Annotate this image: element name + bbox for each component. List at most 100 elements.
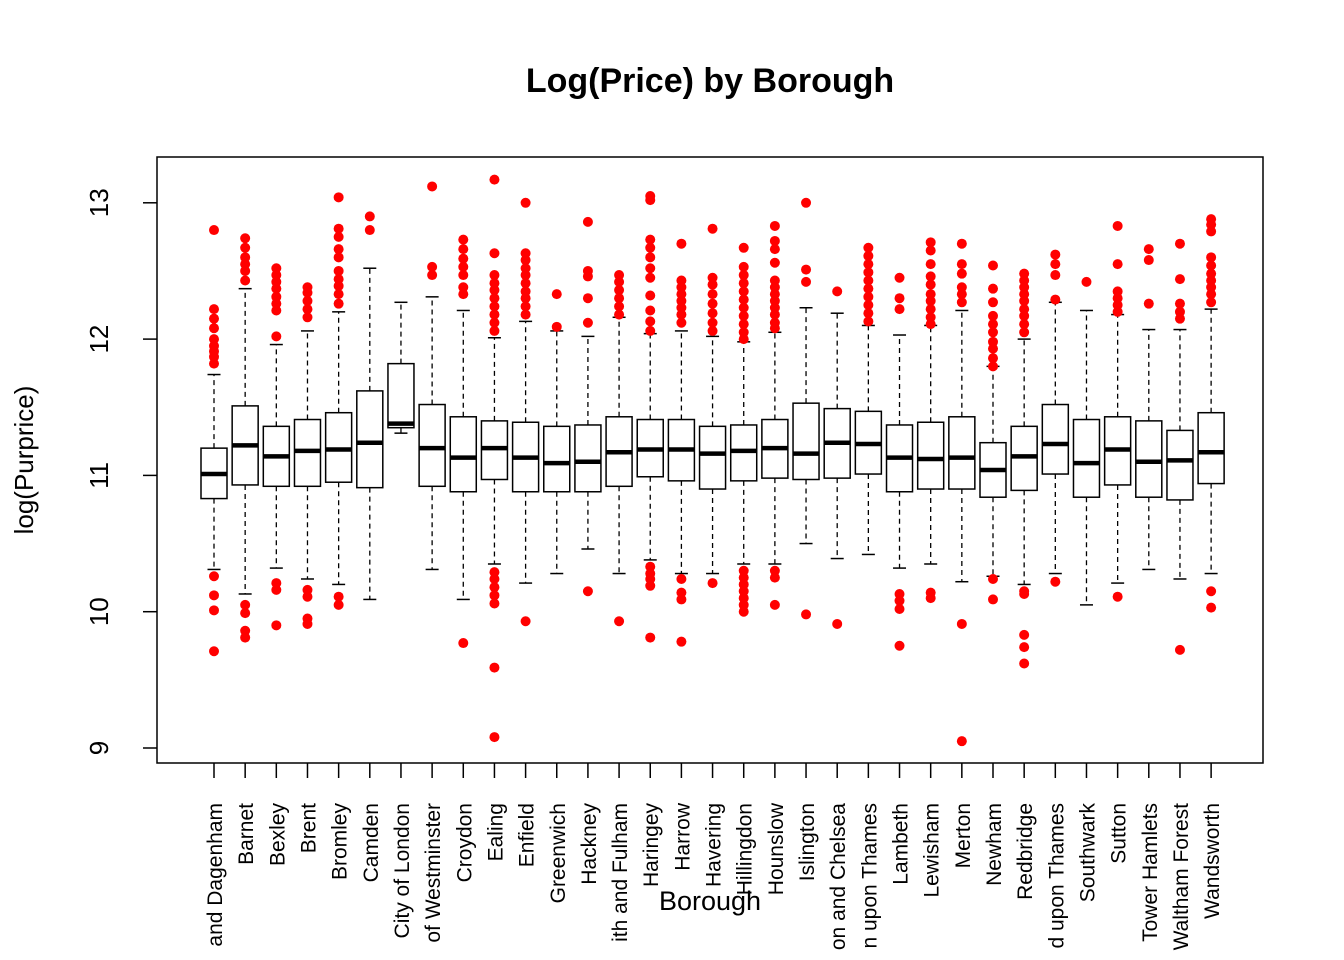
- outlier-point: [707, 325, 718, 336]
- box-26: [1010, 268, 1038, 669]
- outlier-point: [863, 291, 874, 302]
- outlier-point: [240, 265, 251, 276]
- x-tick-label: Camden: [360, 803, 383, 882]
- outlier-point: [489, 590, 500, 601]
- iqr-box: [387, 362, 415, 429]
- outlier-point: [582, 293, 593, 304]
- outlier-point: [738, 278, 749, 289]
- outlier-point: [894, 603, 905, 614]
- y-tick-label: 13: [84, 188, 114, 217]
- outlier-point: [1206, 289, 1217, 300]
- outlier-point: [1174, 313, 1185, 324]
- chart-title: Log(Price) by Borough: [526, 62, 894, 100]
- x-tick-label: Newham: [983, 803, 1006, 886]
- y-axis-label: log(Purprice): [9, 386, 39, 535]
- x-tick-label: Waltham Forest: [1170, 803, 1193, 951]
- outlier-point: [427, 181, 438, 192]
- outlier-point: [645, 632, 656, 643]
- outlier-point: [1019, 327, 1030, 338]
- outlier-point: [988, 310, 998, 321]
- outlier-point: [333, 289, 344, 300]
- iqr-box: [1135, 420, 1163, 498]
- x-tick-label: Brent: [297, 803, 320, 853]
- outlier-point: [769, 309, 780, 320]
- outlier-point: [1112, 591, 1123, 602]
- box-22: [885, 272, 914, 651]
- outlier-point: [458, 244, 469, 255]
- outlier-point: [333, 192, 344, 203]
- outlier-point: [832, 618, 843, 629]
- x-tick-label: d upon Thames: [1045, 803, 1068, 949]
- outlier-point: [1019, 310, 1030, 321]
- outlier-point: [738, 302, 749, 313]
- outlier-point: [988, 361, 998, 372]
- box-16: [698, 223, 727, 589]
- outlier-point: [769, 244, 780, 255]
- outlier-point: [333, 599, 344, 610]
- iqr-box: [418, 403, 446, 488]
- outlier-point: [925, 259, 936, 270]
- outlier-point: [271, 283, 282, 294]
- outlier-point: [925, 304, 936, 315]
- iqr-box: [948, 416, 976, 490]
- outlier-point: [988, 573, 998, 584]
- y-axis: 9 10 11 12 13: [84, 188, 157, 755]
- iqr-box: [792, 402, 820, 481]
- outlier-point: [427, 270, 438, 281]
- outlier-point: [240, 233, 251, 244]
- outlier-point: [863, 308, 874, 319]
- x-tick-label: Harrow: [671, 802, 694, 871]
- outlier-point: [209, 225, 219, 236]
- outlier-point: [364, 211, 375, 222]
- outlier-point: [614, 309, 625, 320]
- outlier-point: [520, 616, 531, 627]
- outlier-point: [489, 174, 500, 185]
- iqr-box: [449, 416, 478, 493]
- iqr-box: [698, 425, 727, 490]
- outlier-point: [956, 289, 967, 300]
- outlier-point: [1206, 252, 1217, 263]
- outlier-point: [645, 263, 656, 274]
- outlier-point: [614, 616, 625, 627]
- outlier-point: [863, 250, 874, 261]
- outlier-point: [209, 313, 219, 324]
- box-10: [511, 197, 540, 627]
- outlier-point: [458, 261, 469, 272]
- outlier-point: [676, 238, 687, 249]
- outlier-point: [333, 591, 344, 602]
- outlier-point: [676, 636, 687, 647]
- outlier-point: [925, 593, 936, 604]
- outlier-point: [333, 223, 344, 234]
- outlier-point: [645, 234, 656, 245]
- box-4: [324, 192, 353, 610]
- outlier-point: [582, 216, 593, 227]
- outlier-point: [738, 270, 749, 281]
- x-tick-label: Tower Hamlets: [1139, 803, 1162, 942]
- x-axis: and Dagenham Barnet Bexley Brent Bromley Camd…: [204, 763, 1224, 950]
- outlier-point: [769, 323, 780, 334]
- outlier-point: [458, 253, 469, 264]
- outlier-point: [1206, 602, 1217, 613]
- outlier-point: [489, 325, 500, 336]
- outlier-point: [1143, 244, 1154, 255]
- x-tick-label: Haringey: [640, 803, 663, 888]
- x-tick-label: Enfield: [516, 803, 539, 867]
- x-tick-label: City of London: [391, 803, 414, 938]
- outlier-point: [707, 279, 718, 290]
- outlier-point: [1206, 260, 1217, 271]
- x-tick-label: Ealing: [484, 803, 507, 861]
- outlier-point: [489, 573, 500, 584]
- outlier-point: [582, 271, 593, 282]
- outlier-point: [894, 595, 905, 606]
- box-12: [574, 216, 602, 597]
- outlier-point: [209, 646, 219, 657]
- outlier-point: [1112, 259, 1123, 270]
- outlier-point: [582, 586, 593, 597]
- iqr-box: [1197, 411, 1225, 485]
- outlier-point: [240, 242, 251, 253]
- outlier-point: [427, 261, 438, 272]
- plot-frame: [156, 156, 1264, 764]
- box-3: [293, 282, 322, 629]
- outlier-point: [863, 259, 874, 270]
- outlier-point: [738, 261, 749, 272]
